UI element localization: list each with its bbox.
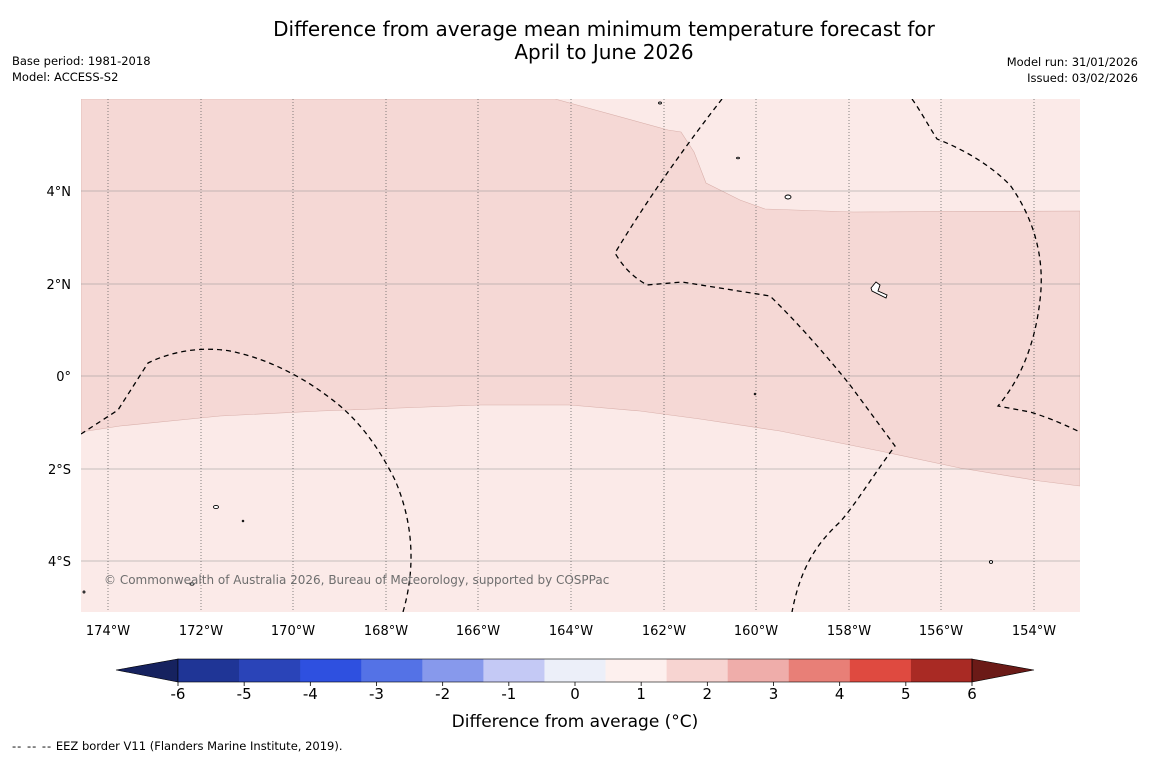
colorbar-segment xyxy=(361,659,423,682)
colorbar-tick-label: -4 xyxy=(303,685,318,703)
colorbar-segments xyxy=(178,659,973,682)
island xyxy=(988,560,994,564)
island xyxy=(241,519,245,523)
map-area: © Commonwealth of Australia 2026, Bureau… xyxy=(81,99,1080,612)
lat-label: 2°N xyxy=(47,278,72,293)
colorbar-tick-label: 3 xyxy=(769,685,779,703)
lon-label: 160°W xyxy=(734,624,778,639)
gridlines xyxy=(81,99,1080,612)
colorbar-tick-label: 4 xyxy=(835,685,845,703)
colorbar-segment xyxy=(849,659,912,682)
lat-label: 4°S xyxy=(48,555,71,570)
eez-border xyxy=(614,99,896,612)
colorbar-segment xyxy=(605,659,668,682)
lon-label: 158°W xyxy=(827,624,871,639)
lon-axis: 174°W 172°W 170°W 168°W 166°W 164°W 162°… xyxy=(86,624,1056,639)
colorbar-ticks: -6 -5 -4 -3 -2 -1 0 1 2 3 4 5 6 xyxy=(171,682,977,703)
colorbar-segment xyxy=(910,659,973,682)
run-info: Model run: 31/01/2026 Issued: 03/02/2026 xyxy=(1007,55,1138,86)
island xyxy=(189,582,195,586)
colorbar-segment xyxy=(422,659,484,682)
island xyxy=(736,156,740,160)
title-line-1: Difference from average mean minimum tem… xyxy=(273,17,935,41)
eez-border xyxy=(911,99,1080,433)
colorbar-tick-label: -5 xyxy=(237,685,252,703)
island xyxy=(82,590,86,594)
colorbar-segment xyxy=(178,659,240,682)
model-run-date: Model run: 31/01/2026 xyxy=(1006,55,1138,69)
colorbar-tick-label: 2 xyxy=(703,685,713,703)
map-title: Difference from average mean minimum tem… xyxy=(200,18,1008,64)
eez-legend-text: EEZ border V11 (Flanders Marine Institut… xyxy=(55,739,343,753)
lon-label: 168°W xyxy=(364,624,408,639)
issued-date: Issued: 03/02/2026 xyxy=(1027,70,1138,85)
lon-label: 164°W xyxy=(549,624,593,639)
lat-gridlines xyxy=(81,190,1080,562)
island xyxy=(753,392,757,396)
eez-borders xyxy=(81,99,1080,612)
lon-label: 166°W xyxy=(456,624,500,639)
colorbar-segment xyxy=(483,659,545,682)
title-line-2: April to June 2026 xyxy=(514,40,694,64)
base-period: Base period: 1981-2018 xyxy=(12,54,151,68)
colorbar-tick-label: 1 xyxy=(636,685,646,703)
colorbar-segment xyxy=(788,659,851,682)
lon-label: 172°W xyxy=(179,624,223,639)
colorbar-tick-label: -1 xyxy=(501,685,516,703)
colorbar-segment xyxy=(544,659,606,682)
islands xyxy=(82,101,994,594)
model-info: Base period: 1981-2018 Model: ACCESS-S2 xyxy=(12,54,151,85)
colorbar-segment xyxy=(666,659,729,682)
copyright-notice: © Commonwealth of Australia 2026, Bureau… xyxy=(104,573,609,587)
island xyxy=(784,194,792,200)
lon-label: 156°W xyxy=(919,624,963,639)
footer-legend: -- -- -- EEZ border V11 (Flanders Marine… xyxy=(12,739,343,753)
colorbar-tick-label: -2 xyxy=(435,685,450,703)
lat-label: 4°N xyxy=(47,185,72,200)
colorbar-segment xyxy=(727,659,790,682)
lon-label: 154°W xyxy=(1012,624,1056,639)
anomaly-band-1-2 xyxy=(81,99,1080,487)
colorbar-extend-high xyxy=(971,658,1035,683)
lat-label: 2°S xyxy=(48,463,71,478)
island xyxy=(213,504,219,510)
colorbar-label: Difference from average (°C) xyxy=(452,712,699,732)
lon-label: 162°W xyxy=(642,624,686,639)
island xyxy=(870,281,888,299)
model-name: Model: ACCESS-S2 xyxy=(12,69,119,84)
eez-border xyxy=(81,348,412,612)
colorbar-segment xyxy=(239,659,301,682)
lat-label: 0° xyxy=(56,370,71,385)
colorbar-segment xyxy=(300,659,362,682)
colorbar-tick-label: 5 xyxy=(901,685,911,703)
lon-label: 174°W xyxy=(86,624,130,639)
colorbar-tick-label: 6 xyxy=(967,685,977,703)
lat-axis: 4°N 2°N 0° 2°S 4°S xyxy=(47,185,72,570)
island xyxy=(658,101,662,105)
colorbar-tick-label: 0 xyxy=(570,685,580,703)
eez-legend-symbol: -- -- -- xyxy=(12,739,53,753)
colorbar-tick-label: -6 xyxy=(171,685,186,703)
lon-label: 170°W xyxy=(271,624,315,639)
colorbar-extend-low xyxy=(115,658,179,683)
colorbar: -6 -5 -4 -3 -2 -1 0 1 2 3 4 5 6 Difference from aver… xyxy=(115,658,1035,732)
colorbar-tick-label: -3 xyxy=(369,685,384,703)
